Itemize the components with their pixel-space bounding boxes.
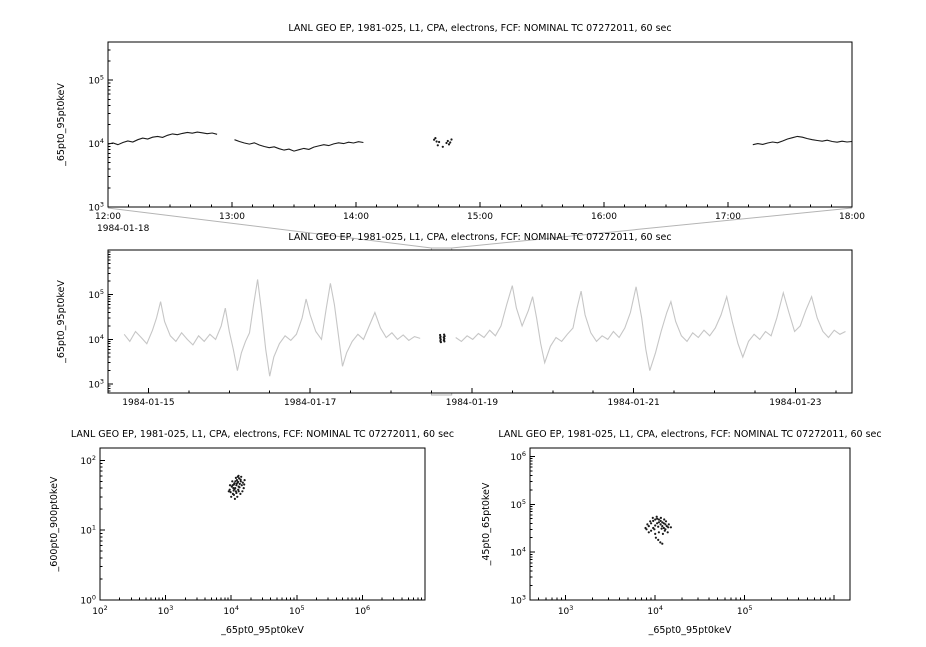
svg-text:103: 103 xyxy=(510,594,526,607)
svg-text:105: 105 xyxy=(88,288,104,301)
svg-text:103: 103 xyxy=(88,378,104,391)
panel-zoom_timeseries: LANL GEO EP, 1981-025, L1, CPA, electron… xyxy=(56,23,865,234)
svg-text:103: 103 xyxy=(158,604,174,617)
svg-text:105: 105 xyxy=(88,74,104,87)
panel-scatter_600_900: LANL GEO EP, 1981-025, L1, CPA, electron… xyxy=(49,429,454,636)
panel-title: LANL GEO EP, 1981-025, L1, CPA, electron… xyxy=(288,23,671,34)
svg-text:104: 104 xyxy=(88,137,104,150)
y-axis-label: _45pt0_65pt0keV xyxy=(481,482,492,566)
zoom-connector-right xyxy=(451,207,853,249)
svg-text:104: 104 xyxy=(510,546,526,559)
scatter-sparse_points xyxy=(433,137,453,148)
svg-text:106: 106 xyxy=(510,450,526,463)
y-axis-label: _65pt0_95pt0keV xyxy=(56,83,67,167)
plot-frame xyxy=(107,41,853,208)
plot-area-scatter_600_900[interactable] xyxy=(100,448,425,600)
panel-context_timeseries: LANL GEO EP, 1981-025, L1, CPA, electron… xyxy=(56,232,853,408)
x-tick-label: 14:00 xyxy=(343,212,369,222)
series-electron_flux_65_95keV xyxy=(234,139,364,152)
y-axis-label: _600pt0_900pt0keV xyxy=(49,476,60,572)
plot-area-scatter_45_65[interactable] xyxy=(530,448,850,600)
panel-title: LANL GEO EP, 1981-025, L1, CPA, electron… xyxy=(288,232,671,243)
plot-area-zoom_timeseries[interactable] xyxy=(108,42,852,207)
series-electron_flux_65_95keV xyxy=(107,131,218,146)
svg-text:106: 106 xyxy=(355,604,371,617)
series-electron_flux_65_95keV_context xyxy=(455,285,846,371)
plot-frame xyxy=(529,447,851,601)
y-axis-label: _65pt0_95pt0keV xyxy=(56,280,67,364)
x-tick-label: 1984-01-19 xyxy=(446,398,499,408)
svg-text:102: 102 xyxy=(80,454,96,467)
x-tick-label: 15:00 xyxy=(467,212,493,222)
series-electron_flux_65_95keV xyxy=(752,135,853,146)
svg-text:103: 103 xyxy=(558,604,574,617)
panel-title: LANL GEO EP, 1981-025, L1, CPA, electron… xyxy=(498,429,881,440)
svg-text:104: 104 xyxy=(88,333,104,346)
svg-text:101: 101 xyxy=(80,524,96,537)
scatter-selected_points xyxy=(439,333,446,344)
svg-text:105: 105 xyxy=(289,604,305,617)
scatter-correlation_points xyxy=(644,515,673,545)
x-tick-label: 12:00 xyxy=(95,212,121,222)
x-tick-label: 16:00 xyxy=(591,212,617,222)
svg-text:100: 100 xyxy=(80,594,96,607)
x-tick-label: 13:00 xyxy=(219,212,245,222)
x-tick-label: 17:00 xyxy=(715,212,741,222)
svg-text:105: 105 xyxy=(737,604,753,617)
x-axis-label: _65pt0_95pt0keV xyxy=(648,625,732,636)
x-axis-label: _65pt0_95pt0keV xyxy=(220,625,304,636)
plot-frame xyxy=(107,249,853,394)
x-tick-label: 1984-01-21 xyxy=(607,398,659,408)
series-electron_flux_65_95keV_context xyxy=(123,279,421,377)
x-tick-label: 18:00 xyxy=(839,212,865,222)
x-tick-label: 1984-01-15 xyxy=(122,398,174,408)
svg-text:105: 105 xyxy=(510,498,526,511)
plot-frame xyxy=(99,447,426,601)
panel-title: LANL GEO EP, 1981-025, L1, CPA, electron… xyxy=(71,429,454,440)
x-tick-label: 1984-01-17 xyxy=(284,398,336,408)
zoom-connector-left xyxy=(107,207,432,249)
plot-area-context_timeseries[interactable] xyxy=(108,250,852,393)
scatter-correlation_points xyxy=(227,474,246,500)
svg-text:104: 104 xyxy=(647,604,663,617)
x-tick-label: 1984-01-23 xyxy=(769,398,821,408)
svg-text:104: 104 xyxy=(223,604,239,617)
panel-scatter_45_65: LANL GEO EP, 1981-025, L1, CPA, electron… xyxy=(481,429,882,636)
x-axis-date-label: 1984-01-18 xyxy=(97,224,150,234)
svg-text:102: 102 xyxy=(92,604,108,617)
